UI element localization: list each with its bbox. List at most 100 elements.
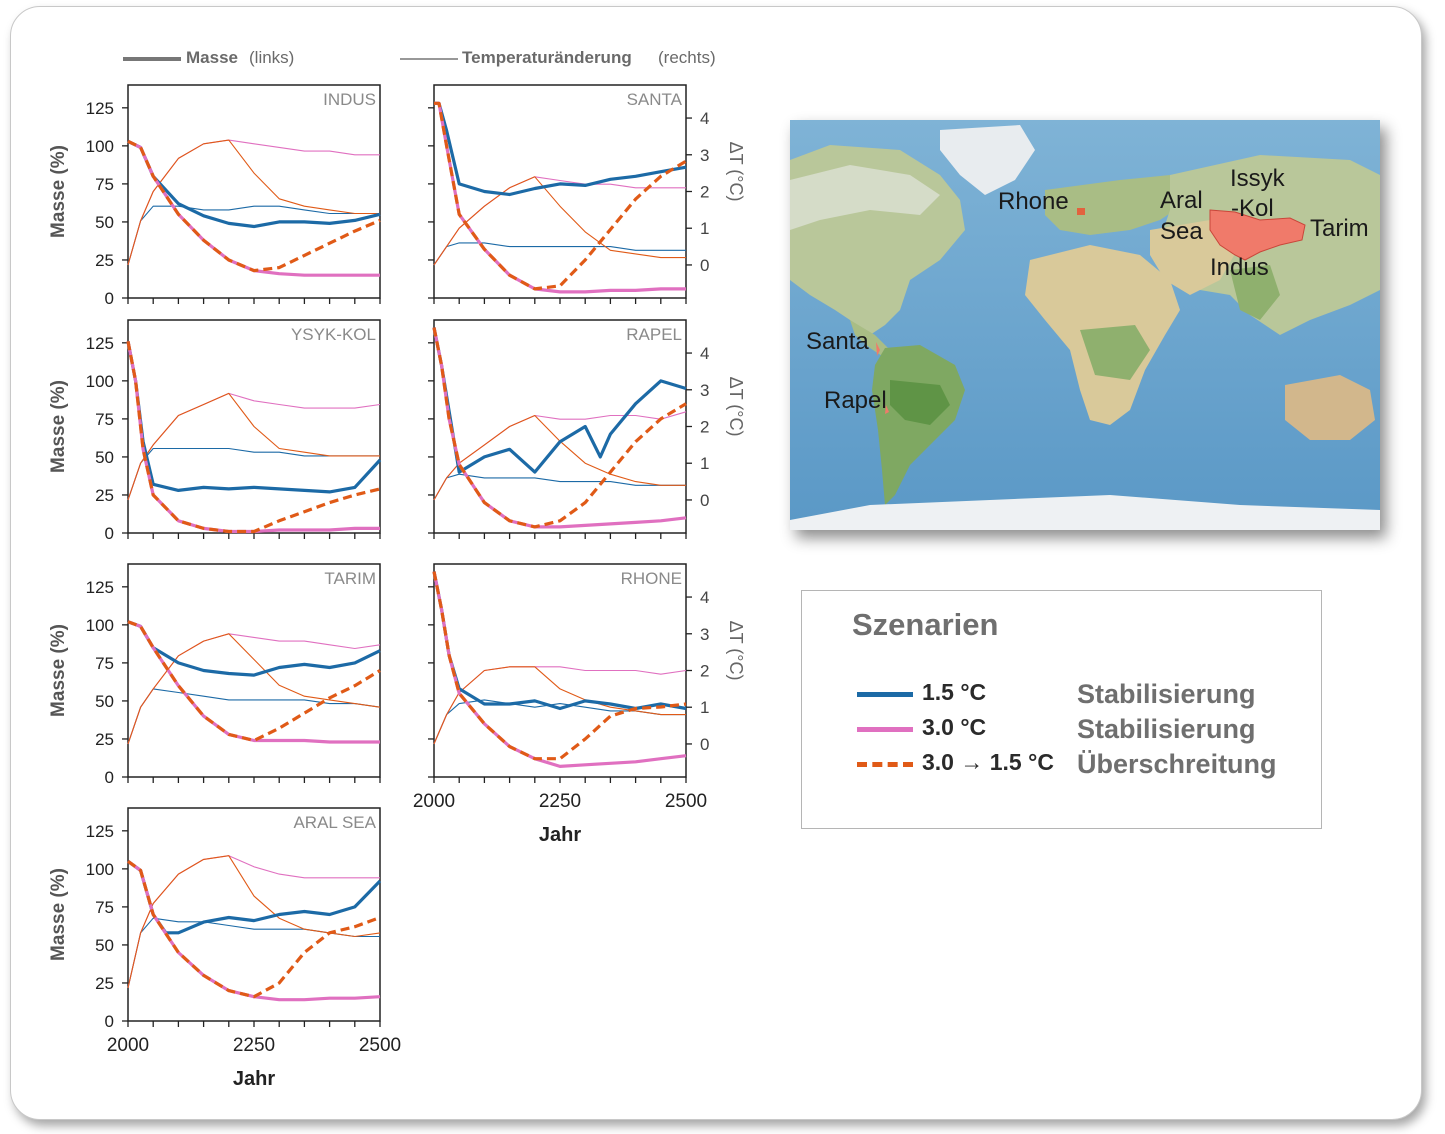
legend-temp: 3.0 °C: [922, 714, 987, 740]
map-label-aral: Aral: [1160, 187, 1203, 214]
plot-frame: [127, 807, 381, 1022]
temp-legend-label: Temperaturänderung: [462, 48, 632, 67]
chart-panel: INDUS 0 25 50 75 100 125 Masse (%): [48, 84, 381, 308]
y-axis-label: Masse (%): [48, 380, 69, 473]
map-label-santa: Santa: [806, 328, 869, 355]
series-line: [127, 139, 380, 266]
y-tick-label: 25: [95, 251, 114, 270]
y2-tick-label: 0: [700, 491, 709, 510]
x-tick-label: 2250: [233, 1035, 275, 1056]
y-tick-label: 100: [86, 372, 114, 391]
legend-row-overshoot: 3.0 → 1.5 °C Überschreitung: [857, 749, 1317, 779]
y-tick-label: 125: [86, 578, 114, 597]
y2-axis-label: ΔT (°C): [726, 142, 746, 202]
chart-panel: TARIM 0 25 50 75 100 125 Masse (%): [48, 563, 381, 787]
plot-frame: [127, 563, 381, 778]
panel-title: YSYK-KOL: [291, 325, 376, 344]
legend-type: Stabilisierung: [1077, 714, 1256, 744]
y-tick-label: 0: [105, 524, 114, 543]
temp-legend-note: (rechts): [658, 48, 716, 67]
series-line: [432, 571, 687, 761]
greenland: [940, 125, 1035, 195]
series-line: [434, 101, 686, 294]
y-tick-label: 25: [95, 730, 114, 749]
legend-temp: 3.0 → 1.5 °C: [922, 749, 1054, 775]
australia: [1285, 375, 1375, 440]
y2-tick-label: 4: [700, 109, 709, 128]
y-axis-label: Masse (%): [48, 868, 69, 961]
mass-legend-label: Masse: [186, 48, 238, 67]
x-axis-label: Jahr: [233, 1068, 275, 1090]
charts-area: Masse (links) Temperaturänderung (rechts…: [48, 48, 746, 1090]
legend-swatch-pink: [857, 727, 913, 732]
series-line: [434, 101, 687, 197]
series-line: [432, 327, 687, 529]
y-tick-label: 0: [105, 289, 114, 308]
y2-axis-label: ΔT (°C): [726, 621, 746, 681]
y-tick-label: 75: [95, 898, 114, 917]
map-label-rhone: Rhone: [998, 188, 1069, 215]
y-tick-label: 50: [95, 213, 114, 232]
mass-legend-note: (links): [249, 48, 294, 67]
rapel-highlight: [885, 405, 889, 414]
y-tick-label: 25: [95, 974, 114, 993]
legend-swatch-blue: [857, 692, 913, 697]
y2-tick-label: 3: [700, 625, 709, 644]
plot-frame: [433, 84, 687, 299]
series-line: [127, 633, 381, 745]
chart-panel: SANTA 0 1 2 3 4 ΔT (°C): [428, 84, 746, 304]
y-tick-label: 125: [86, 334, 114, 353]
map-label-sea: Sea: [1160, 218, 1203, 245]
x-axis-label: Jahr: [539, 824, 581, 846]
legend-temp: 1.5 °C: [922, 679, 987, 705]
map-label-kol: -Kol: [1231, 195, 1274, 222]
series-line: [433, 666, 686, 745]
santa-highlight: [876, 342, 880, 356]
legend-swatch-orange-dashed: [857, 762, 913, 767]
series-line: [127, 620, 380, 744]
rhone-highlight: [1077, 208, 1085, 215]
y-tick-label: 100: [86, 616, 114, 635]
series-line: [432, 571, 687, 769]
chart-panel: ARAL SEA 0 25 50 75 100 125 Masse (%) 2000 2250 25…: [48, 807, 401, 1090]
y2-tick-label: 3: [700, 381, 709, 400]
legend-row-stab-30: 3.0 °C Stabilisierung: [857, 714, 1317, 744]
europe: [1045, 175, 1190, 235]
legend-row-stab-15: 1.5 °C Stabilisierung: [857, 679, 1317, 709]
y-tick-label: 0: [105, 768, 114, 787]
panel-title: INDUS: [323, 90, 376, 109]
x-tick-label: 2000: [413, 791, 455, 812]
x-tick-label: 2250: [539, 791, 581, 812]
central-africa: [1080, 325, 1150, 380]
panel-title: RAPEL: [626, 325, 682, 344]
series-line: [127, 860, 382, 935]
series-line: [433, 473, 686, 501]
top-legend: Masse (links) Temperaturänderung (rechts…: [123, 48, 716, 67]
y2-tick-label: 2: [700, 183, 709, 202]
x-tick-label: 2500: [359, 1035, 401, 1056]
y2-tick-label: 1: [700, 698, 709, 717]
y-tick-label: 125: [86, 822, 114, 841]
y-tick-label: 75: [95, 410, 114, 429]
y2-tick-label: 0: [700, 256, 709, 275]
series-line: [433, 176, 686, 266]
world-map: Rhone Aral Sea Issyk -Kol Tarim Indus Sa…: [790, 120, 1380, 530]
y-tick-label: 0: [105, 1012, 114, 1031]
series-line: [127, 633, 381, 745]
asia-basins-highlight: [1209, 209, 1306, 261]
scenario-legend: Szenarien 1.5 °C Stabilisierung 3.0 °C S…: [801, 590, 1322, 829]
amazon: [890, 380, 950, 425]
y-axis-label: Masse (%): [48, 145, 69, 238]
series-line: [127, 860, 381, 999]
y2-tick-label: 2: [700, 418, 709, 437]
panel-title: SANTA: [627, 90, 683, 109]
map-label-rapel: Rapel: [824, 387, 887, 414]
y2-tick-label: 4: [700, 344, 709, 363]
series-line: [432, 327, 687, 529]
y-tick-label: 50: [95, 448, 114, 467]
map-label-issyk: Issyk: [1230, 165, 1286, 192]
panel-title: RHONE: [621, 569, 682, 588]
series-line: [433, 411, 687, 501]
panel-title: ARAL SEA: [293, 813, 376, 832]
y-tick-label: 25: [95, 486, 114, 505]
